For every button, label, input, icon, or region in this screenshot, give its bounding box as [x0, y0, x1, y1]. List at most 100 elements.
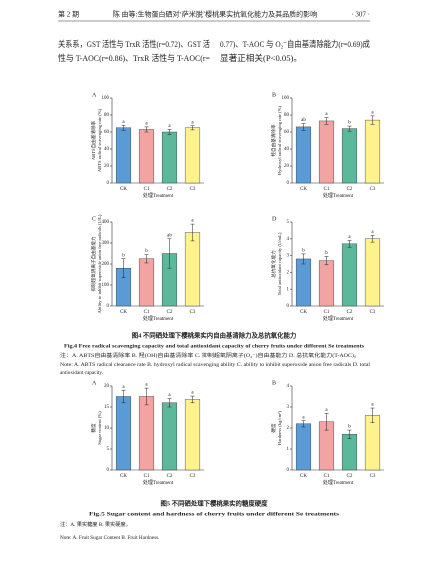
figure-note: 注：A. ABTS自由基清除率 B. 羟(OH)自由基清除率 C. 抑制超氧阴离…: [60, 351, 360, 359]
error-bar: [370, 115, 375, 125]
bar: [364, 415, 381, 471]
y-axis-label: 糖度: [90, 423, 97, 433]
y-tick-label: 80: [104, 113, 110, 118]
x-tick-label: CK: [300, 187, 307, 192]
y-tick-label: 10: [104, 426, 110, 431]
bar: [341, 243, 358, 307]
y-tick-label: 0: [107, 181, 110, 186]
panel-label: A: [92, 380, 97, 386]
significance-letter: b: [122, 253, 125, 258]
panel-label: B: [272, 380, 276, 386]
y-tick-label: 1: [287, 287, 290, 292]
x-tick-label: C1: [324, 310, 330, 315]
running-title: 陈 由等:生物蛋白硒对‘萨米脱’樱桃果实抗氧化能力及其品质的影响: [113, 10, 317, 19]
figure-caption-en: Fig.4 Free radical scavenging capacity a…: [64, 343, 365, 349]
significance-letter: b: [348, 425, 351, 430]
error-bar: [167, 129, 172, 135]
error-bar: [190, 395, 195, 404]
y-tick-label: 20: [284, 164, 290, 169]
y-tick-label: 20: [104, 384, 110, 389]
y-tick-label: 2: [287, 426, 290, 431]
significance-letter: a: [191, 120, 194, 125]
significance-letter: a: [348, 235, 351, 240]
significance-letter: b: [348, 121, 351, 126]
significance-letter: a: [122, 385, 125, 390]
bar: [138, 396, 155, 471]
bar: [295, 423, 312, 471]
x-tick-label: C2: [167, 187, 173, 192]
significance-letter: a: [371, 110, 374, 115]
bar: [341, 128, 358, 184]
significance-letter: b: [302, 249, 305, 254]
y-tick-label: 2: [287, 271, 290, 276]
body-line: 显著正相关(P<0.05)。: [220, 52, 302, 63]
body-line: 关系系，GST 活性与 TrxR 活性(r=0.72)、GST 活: [58, 38, 210, 49]
error-bar: [324, 413, 329, 431]
issue: 第 2 期: [58, 10, 79, 19]
error-bar: [347, 125, 352, 132]
significance-letter: a: [168, 393, 171, 398]
bar: [138, 258, 155, 307]
x-tick-label: C3: [370, 474, 376, 479]
x-axis-label: 处理Treatment: [323, 192, 354, 199]
error-bar: [121, 389, 126, 404]
x-tick-label: C3: [190, 187, 196, 192]
y-tick-label: 80: [284, 113, 290, 118]
y-axis-label: 羟自由基清除率: [270, 124, 277, 157]
y-axis-label: Hydroxyl radical scavenging rate (%): [277, 105, 282, 175]
error-bar: [144, 126, 149, 133]
body-line: 性与 T-AOC(r=0.86)、TrxR 活性与 T-AOC(r=: [58, 52, 210, 63]
page-number: · 307 ·: [351, 11, 370, 19]
bar: [184, 232, 201, 307]
panel-label: C: [92, 216, 96, 222]
figure-note: 注：A. 果实糖度 B. 果实硬度。: [60, 520, 131, 528]
figure-caption-en: Fig.5 Sugar content and hardness of cher…: [89, 511, 340, 517]
y-axis-label: Hardness (kg/cm²): [277, 410, 282, 445]
panel-label: A: [92, 92, 97, 98]
y-tick-label: 4: [287, 384, 290, 389]
y-tick-label: 200: [102, 262, 110, 267]
x-axis-label: 处理Treatment: [323, 479, 354, 486]
x-tick-label: C2: [167, 310, 173, 315]
significance-letter: ab: [167, 233, 172, 238]
bar: [295, 258, 312, 307]
significance-letter: a: [191, 219, 194, 224]
x-axis-label: 处理Treatment: [323, 315, 354, 322]
x-tick-label: C3: [190, 474, 196, 479]
y-axis-label: Sugar content (%): [97, 411, 102, 445]
significance-letter: ab: [301, 118, 306, 123]
x-tick-label: C3: [370, 310, 376, 315]
error-bar: [370, 407, 375, 423]
y-axis-label: ABTS自由基清除率: [90, 120, 97, 160]
bar: [295, 126, 312, 184]
significance-letter: a: [145, 122, 148, 127]
y-tick-label: 60: [104, 130, 110, 135]
significance-letter: a: [371, 230, 374, 235]
x-tick-label: C2: [167, 474, 173, 479]
y-axis-label: 硬度: [270, 423, 277, 433]
y-axis-label: Ability to inhibit superoxide anion free…: [97, 214, 102, 313]
y-tick-label: 100: [102, 96, 110, 101]
error-bar: [301, 123, 306, 131]
significance-letter: b: [325, 251, 328, 256]
error-bar: [301, 253, 306, 265]
bar: [341, 434, 358, 471]
x-tick-label: C1: [144, 187, 150, 192]
bar: [184, 399, 201, 471]
bar: [115, 127, 132, 184]
bar: [318, 260, 335, 307]
significance-letter: b: [145, 249, 148, 254]
x-tick-label: C2: [347, 474, 353, 479]
error-bar: [324, 117, 329, 125]
figure-caption: 图5 不同硒处理下樱桃果实的糖度硬度: [160, 498, 268, 507]
x-tick-label: CK: [120, 310, 127, 315]
y-tick-label: 100: [282, 96, 290, 101]
x-tick-label: C1: [144, 310, 150, 315]
x-tick-label: C2: [347, 310, 353, 315]
y-tick-label: 0: [287, 181, 290, 186]
y-tick-label: 0: [287, 468, 290, 473]
error-bar: [347, 240, 352, 248]
panel-label: D: [272, 216, 277, 222]
y-tick-label: 20: [104, 164, 110, 169]
body-line: 0.77)、T-AOC 与 O₂⁻自由基清除能力(r=0.69)成: [220, 38, 370, 49]
